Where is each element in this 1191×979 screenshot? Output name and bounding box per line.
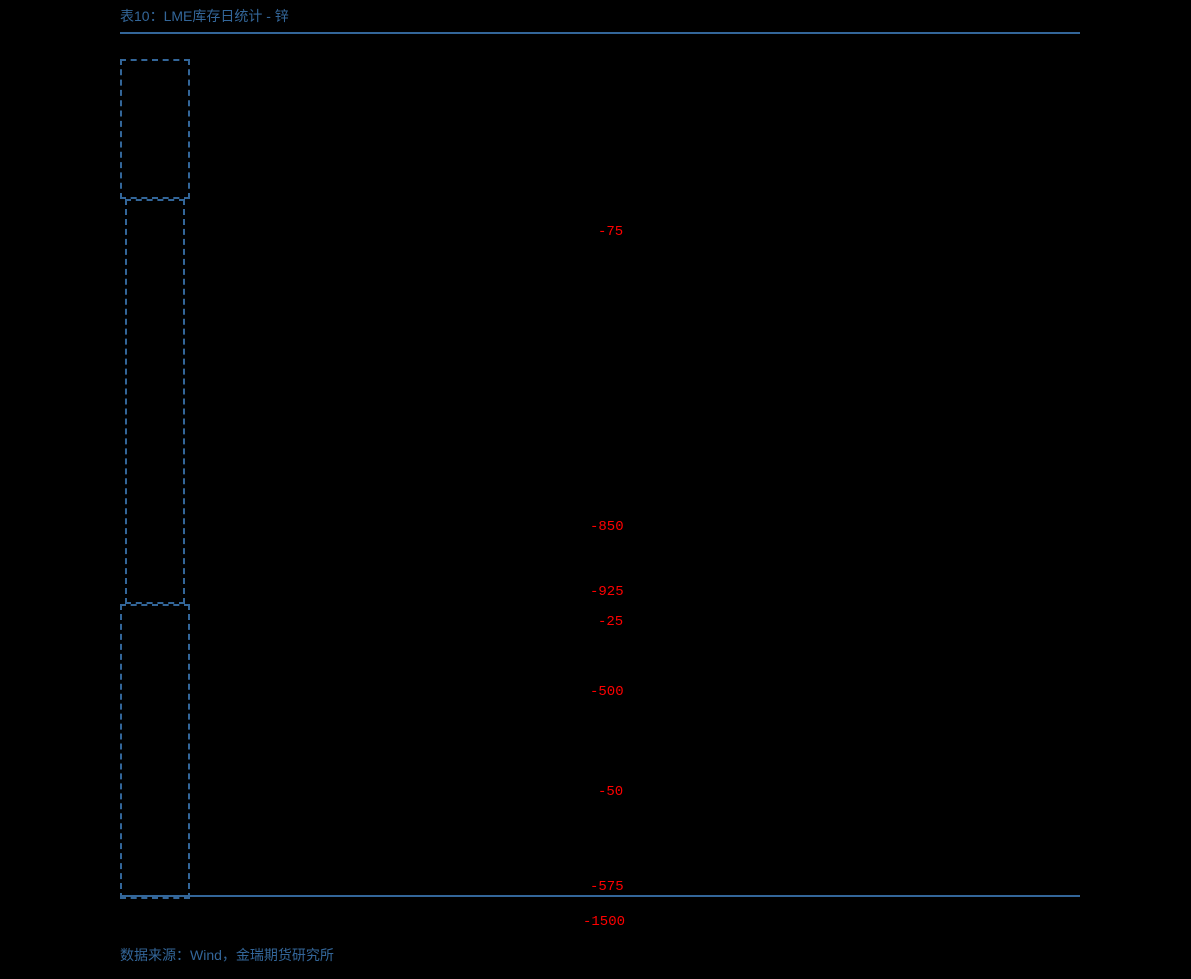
table-title: 表10：LME库存日统计 - 锌 (120, 0, 1080, 34)
chart-area: -75 -850 -925 -25 -500 -50 -575 -1500 (120, 49, 1080, 909)
dashed-box-top (120, 59, 190, 199)
value-6: -575 (590, 879, 624, 895)
value-0: -75 (598, 224, 623, 240)
data-source: 数据来源：Wind，金瑞期货研究所 (120, 945, 334, 965)
value-4: -500 (590, 684, 624, 700)
chart-container: 表10：LME库存日统计 - 锌 -75 -850 -925 -25 -500 … (120, 0, 1080, 909)
bottom-rule (120, 895, 1080, 897)
value-7: -1500 (583, 914, 625, 930)
value-3: -25 (598, 614, 623, 630)
dashed-box-bot (120, 604, 190, 899)
dashed-box-mid (125, 199, 185, 604)
value-1: -850 (590, 519, 624, 535)
value-5: -50 (598, 784, 623, 800)
value-2: -925 (590, 584, 624, 600)
